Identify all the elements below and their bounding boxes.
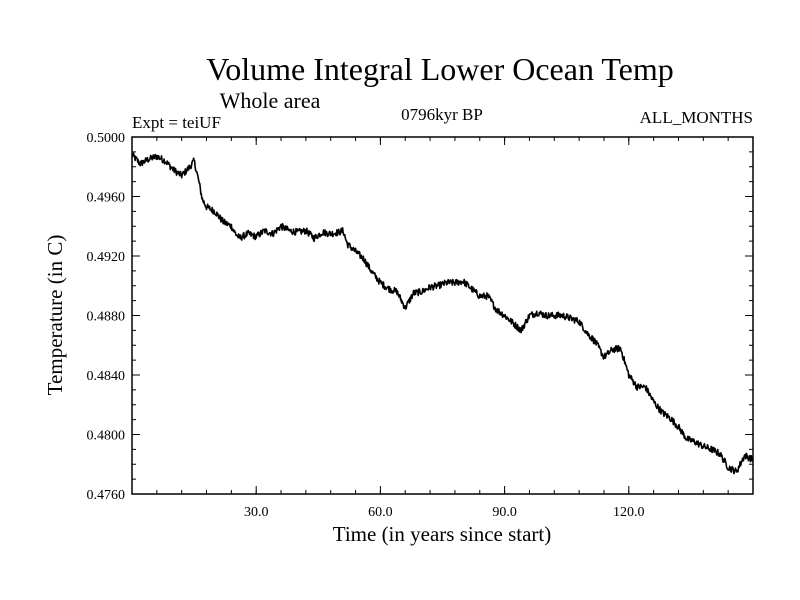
series-line bbox=[131, 152, 754, 475]
x-tick-label: 30.0 bbox=[244, 505, 269, 520]
y-tick-labels: 0.4760 0.4800 0.4840 0.4880 0.4920 0.4960 0.50… bbox=[87, 131, 126, 503]
months-label: ALL_MONTHS bbox=[640, 108, 753, 127]
experiment-label: Expt = teiUF bbox=[132, 113, 221, 132]
y-tick-label: 0.4960 bbox=[87, 191, 126, 206]
x-tick-label: 120.0 bbox=[613, 505, 645, 520]
y-tick-label: 0.4880 bbox=[87, 310, 126, 325]
axis-ticks bbox=[131, 136, 754, 495]
chart-subtitle: Whole area bbox=[220, 88, 321, 113]
x-tick-label: 60.0 bbox=[368, 505, 393, 520]
x-tick-label: 90.0 bbox=[492, 505, 517, 520]
plot-frame bbox=[131, 136, 754, 495]
y-tick-label: 0.4800 bbox=[87, 429, 126, 444]
y-axis-label: Temperature (in C) bbox=[43, 235, 67, 396]
period-label: 0796kyr BP bbox=[401, 105, 483, 124]
y-tick-label: 0.4760 bbox=[87, 488, 126, 503]
x-axis-label: Time (in years since start) bbox=[333, 522, 552, 546]
chart-title: Volume Integral Lower Ocean Temp bbox=[206, 51, 674, 87]
y-tick-label: 0.4920 bbox=[87, 250, 126, 265]
y-tick-label: 0.5000 bbox=[87, 131, 126, 146]
y-tick-label: 0.4840 bbox=[87, 369, 126, 384]
x-tick-labels: 30.0 60.0 90.0 120.0 bbox=[244, 505, 645, 520]
